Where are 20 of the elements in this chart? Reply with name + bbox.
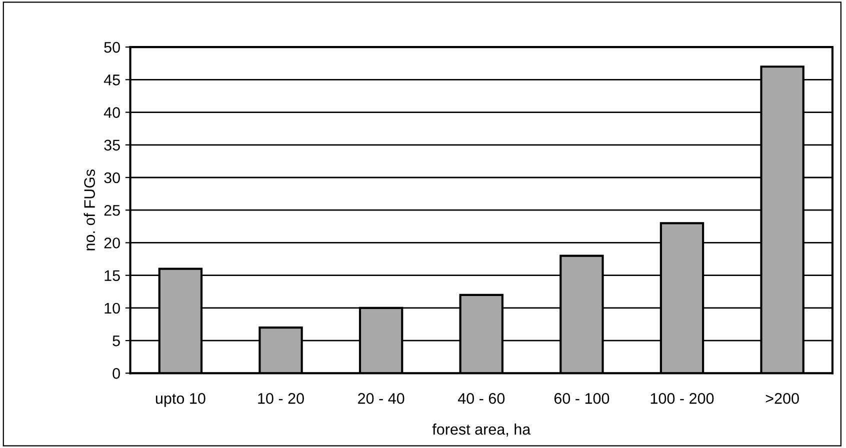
y-tick-label: 0 xyxy=(112,368,120,379)
x-axis-title: forest area, ha xyxy=(432,424,531,437)
y-tick-label: 30 xyxy=(104,172,120,184)
y-tick-label: 40 xyxy=(104,107,120,118)
y-tick-label: 25 xyxy=(104,204,120,216)
y-tick-label: 10 xyxy=(104,302,120,314)
x-tick-label: 20 - 40 xyxy=(358,393,404,404)
y-tick-label: 15 xyxy=(104,270,120,282)
y-tick-label: 20 xyxy=(104,238,120,248)
y-tick-label: 50 xyxy=(104,42,120,53)
x-tick-label: 10 - 20 xyxy=(258,393,304,404)
y-axis-title: no. of FUGs xyxy=(84,169,95,250)
x-tick-label: 100 - 200 xyxy=(650,393,714,404)
x-tick-label: 60 - 100 xyxy=(554,393,610,404)
x-tick-label: upto 10 xyxy=(156,393,206,407)
y-tick-label: 35 xyxy=(104,140,120,151)
x-tick-label: 40 - 60 xyxy=(458,393,505,404)
y-tick-label: 5 xyxy=(112,336,120,346)
x-tick-label: >200 xyxy=(766,393,799,404)
y-tick-label: 45 xyxy=(104,74,120,86)
